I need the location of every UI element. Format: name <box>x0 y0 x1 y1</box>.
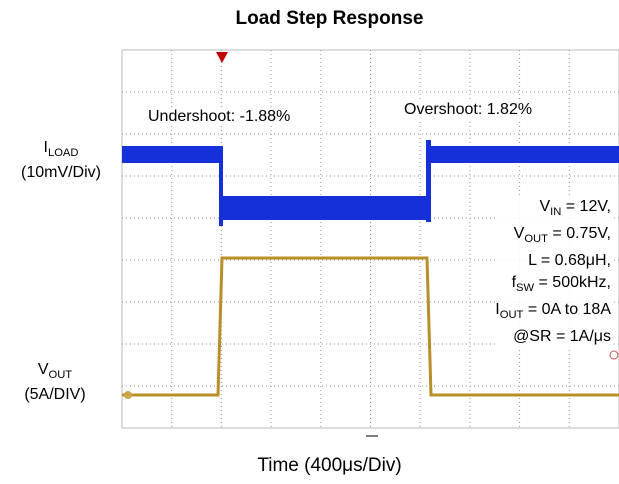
condition: @SR = 1A/μs <box>495 326 611 348</box>
condition-subscript: OUT <box>524 233 548 245</box>
trace-band <box>430 146 619 163</box>
condition-subscript: SW <box>516 282 534 294</box>
trace-scale: (10mV/Div) <box>21 164 101 181</box>
trace-band <box>122 146 220 163</box>
x-axis-label: Time (400μs/Div) <box>0 455 619 477</box>
trace-scale: (5A/DIV) <box>24 386 85 403</box>
condition-text: L = 0.68μH, <box>528 252 611 269</box>
trace-subscript: LOAD <box>48 147 78 159</box>
condition: VIN = 12V, <box>495 196 611 223</box>
condition-text: @SR = 1A/μs <box>513 328 611 345</box>
condition-text: = 0A to 18A <box>523 301 611 318</box>
conditions: VIN = 12V,VOUT = 0.75V,L = 0.68μH,fSW = … <box>495 196 611 348</box>
condition: L = 0.68μH, <box>495 250 611 272</box>
trace-label: ILOAD (10mV/Div) <box>2 138 120 183</box>
condition-text: = 12V, <box>561 198 611 215</box>
trace-band <box>222 196 428 220</box>
condition: fSW = 500kHz, <box>495 272 611 299</box>
condition-subscript: IN <box>550 206 561 218</box>
condition-text: = 0.75V, <box>548 225 611 242</box>
annotation: Overshoot: 1.82% <box>404 101 532 119</box>
condition-symbol: V <box>539 198 550 215</box>
chart-title: Load Step Response <box>0 8 619 30</box>
condition: IOUT = 0A to 18A <box>495 299 611 326</box>
annotation: Undershoot: -1.88% <box>148 108 290 126</box>
trace-symbol: V <box>38 361 49 378</box>
channel-marker <box>124 391 132 399</box>
trace-subscript: OUT <box>49 369 73 381</box>
page: Load Step Response Undershoot: -1.88% Ov… <box>0 0 619 484</box>
condition: VOUT = 0.75V, <box>495 223 611 250</box>
condition-subscript: OUT <box>500 309 524 321</box>
condition-symbol: V <box>514 225 525 242</box>
trace-label: VOUT (5A/DIV) <box>0 360 110 405</box>
condition-text: = 500kHz, <box>534 274 611 291</box>
